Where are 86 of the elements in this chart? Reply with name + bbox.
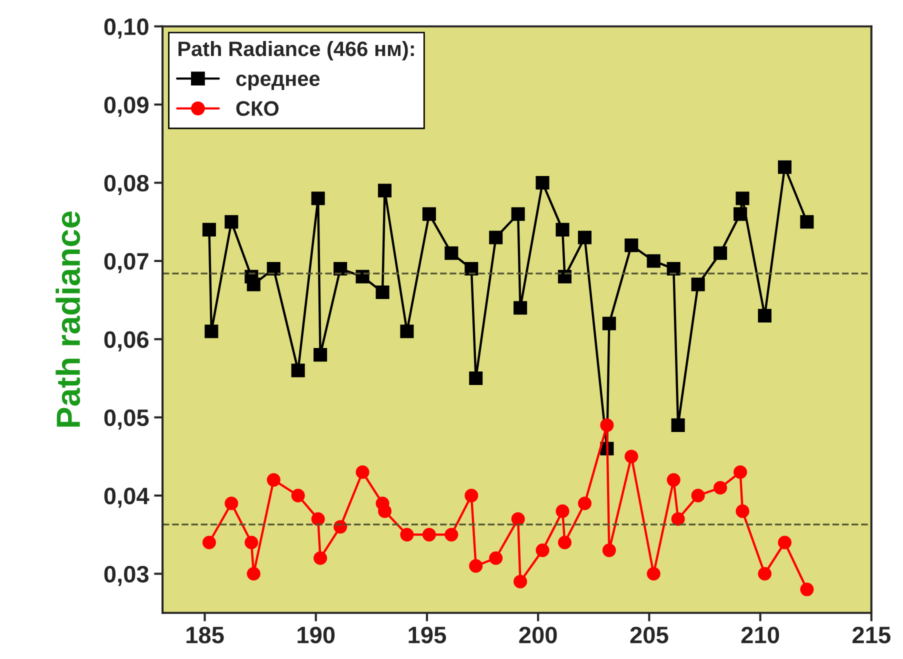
point <box>511 207 525 221</box>
point <box>602 544 616 558</box>
point <box>734 207 748 221</box>
point <box>266 473 280 487</box>
point <box>671 512 685 526</box>
point <box>422 207 436 221</box>
x-tick-label: 190 <box>298 626 335 644</box>
point <box>356 465 370 479</box>
point <box>646 254 660 268</box>
point <box>469 559 483 573</box>
y-tick-label: 0,09 <box>104 96 148 117</box>
point <box>578 230 592 244</box>
point <box>646 567 660 581</box>
x-tick-label: 185 <box>186 626 224 644</box>
point <box>469 371 483 386</box>
y-tick-label: 0,06 <box>104 331 148 352</box>
point <box>778 160 792 174</box>
point <box>556 504 570 518</box>
point <box>511 512 525 526</box>
y-tick-label: 0,04 <box>104 488 150 508</box>
y-tick-label: 0,10 <box>104 18 148 39</box>
point <box>758 567 772 581</box>
point <box>444 246 458 260</box>
point <box>666 473 680 487</box>
point <box>202 222 216 236</box>
legend-title: Path Radiance (466 нм): <box>178 40 414 60</box>
point <box>489 230 503 244</box>
point <box>666 262 680 276</box>
point <box>291 488 305 502</box>
point <box>558 536 572 550</box>
point <box>311 192 325 206</box>
x-tick-label: 210 <box>741 626 780 644</box>
y-tick-label: 0,07 <box>104 253 148 274</box>
point <box>514 574 528 588</box>
x-tick-label: 205 <box>630 626 668 644</box>
point <box>244 536 258 550</box>
point <box>400 324 414 338</box>
point <box>778 536 792 550</box>
point <box>736 504 750 518</box>
point <box>624 238 638 252</box>
point <box>224 496 238 510</box>
point <box>514 301 528 315</box>
point <box>536 544 550 558</box>
point <box>489 551 503 565</box>
point <box>734 465 748 479</box>
point <box>204 324 218 338</box>
x-tick-label: 195 <box>408 626 446 644</box>
point <box>800 215 814 229</box>
point <box>378 504 392 518</box>
point <box>444 528 458 542</box>
x-tick-label: 215 <box>852 626 890 644</box>
point <box>714 480 728 495</box>
legend-label: среднее <box>236 74 320 90</box>
point <box>624 450 638 464</box>
point <box>314 551 328 565</box>
point <box>291 364 305 378</box>
y-tick-label: 0,03 <box>104 566 148 586</box>
point <box>736 192 750 206</box>
point <box>311 512 325 526</box>
point <box>600 418 614 432</box>
point <box>602 316 616 330</box>
point <box>246 567 260 581</box>
point <box>464 488 478 502</box>
point <box>691 488 705 502</box>
y-axis-title: Path radiance <box>56 211 80 427</box>
point <box>422 528 436 542</box>
point <box>224 215 238 229</box>
point <box>758 308 772 322</box>
point <box>800 582 814 596</box>
point <box>376 285 390 300</box>
y-tick-label: 0,05 <box>104 409 149 430</box>
y-tick-label: 0,08 <box>104 174 149 195</box>
point <box>691 278 705 292</box>
point <box>671 418 685 432</box>
point <box>464 262 478 276</box>
point <box>378 184 392 198</box>
point <box>314 348 328 362</box>
point <box>578 496 592 510</box>
x-tick-label: 200 <box>519 626 557 644</box>
point <box>202 536 216 550</box>
legend-label: СКО <box>236 101 279 116</box>
point <box>400 528 414 542</box>
point <box>246 278 260 292</box>
point <box>556 222 570 236</box>
point <box>536 176 550 190</box>
point <box>714 246 728 260</box>
